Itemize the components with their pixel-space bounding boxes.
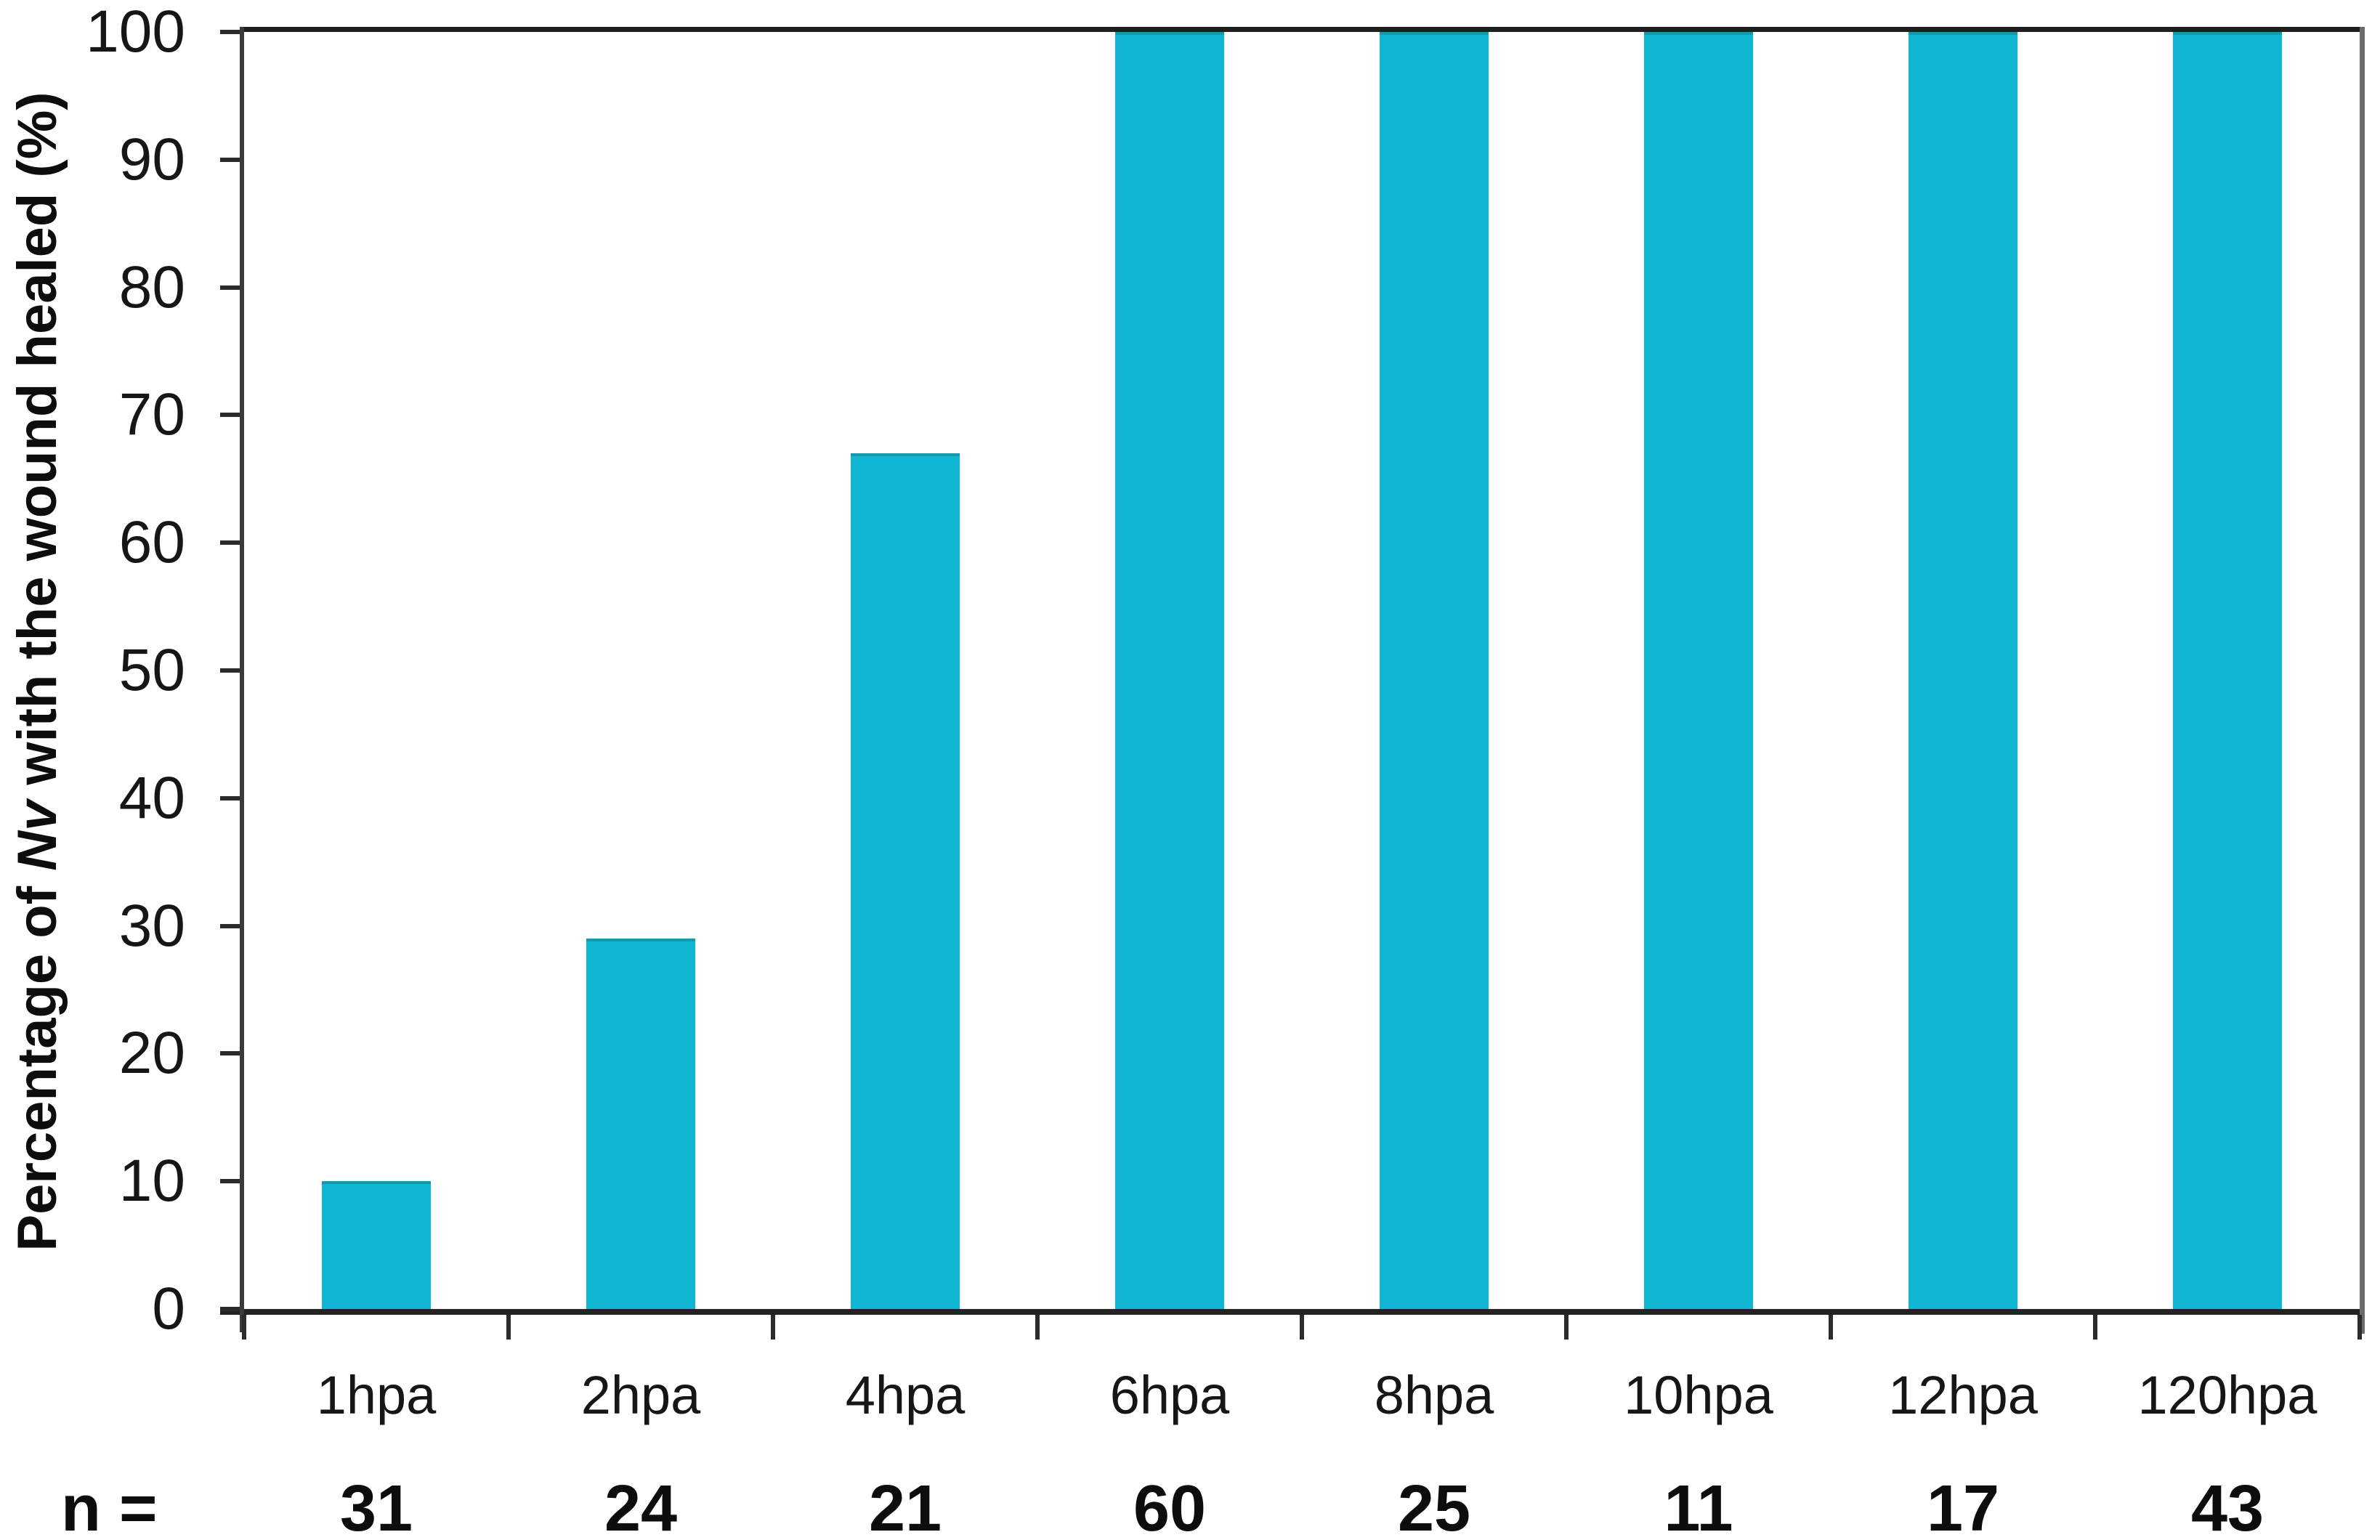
x-tick-mark [2357,1315,2362,1340]
n-value: 21 [868,1472,942,1540]
y-tick-label: 70 [118,381,185,448]
y-axis-line [240,27,244,1332]
y-tick-mark [220,285,240,290]
y-tick-mark [220,540,240,546]
bar [1644,32,1753,1309]
n-value: 24 [604,1472,678,1540]
y-tick-label: 80 [118,254,185,320]
bar [322,1181,431,1309]
n-value: 17 [1926,1472,2000,1540]
bar [1909,32,2017,1309]
y-tick-mark [220,668,240,673]
y-tick-label: 0 [152,1276,185,1342]
x-axis-line [220,1309,2365,1315]
y-tick-mark [220,1179,240,1184]
y-tick-label: 90 [118,126,185,192]
y-tick-mark [220,923,240,928]
y-tick-label: 100 [86,0,185,65]
x-tick-label: 6hpa [1109,1365,1230,1425]
y-tick-mark [220,1051,240,1056]
x-tick-mark [2093,1315,2097,1340]
bar [851,453,960,1309]
x-tick-mark [1829,1315,1833,1340]
x-tick-label: 12hpa [1888,1365,2038,1425]
bar [586,939,695,1309]
y-tick-label: 50 [118,637,185,703]
n-value: 43 [2190,1472,2264,1540]
y-tick-mark [220,1307,240,1311]
x-tick-mark [506,1315,511,1340]
x-tick-mark [1035,1315,1040,1340]
y-tick-label: 20 [118,1020,185,1087]
x-tick-label: 10hpa [1624,1365,1773,1425]
x-tick-mark [1300,1315,1304,1340]
x-tick-mark [771,1315,775,1340]
sample-size-row-label: n = [61,1472,158,1540]
bar [2173,32,2282,1309]
x-tick-mark [1564,1315,1569,1340]
y-tick-label: 10 [118,1148,185,1215]
x-tick-label: 120hpa [2137,1365,2318,1425]
plot-right-border [2360,27,2365,1334]
y-tick-mark [220,413,240,418]
y-tick-mark [220,157,240,162]
y-tick-mark [220,795,240,801]
plot-top-border [240,27,2365,32]
x-tick-label: 2hpa [580,1365,701,1425]
y-tick-label: 30 [118,892,185,959]
x-tick-label: 8hpa [1374,1365,1494,1425]
n-value: 31 [339,1472,413,1540]
n-value: 60 [1133,1472,1207,1540]
x-tick-mark [242,1315,246,1340]
y-tick-label: 60 [118,509,185,576]
x-tick-label: 4hpa [845,1365,966,1425]
n-value: 25 [1397,1472,1471,1540]
bar [1115,32,1224,1309]
bar [1380,32,1489,1309]
y-tick-label: 40 [118,764,185,831]
x-tick-label: 1hpa [316,1365,437,1425]
n-value: 11 [1664,1472,1733,1540]
y-tick-mark [220,30,240,34]
